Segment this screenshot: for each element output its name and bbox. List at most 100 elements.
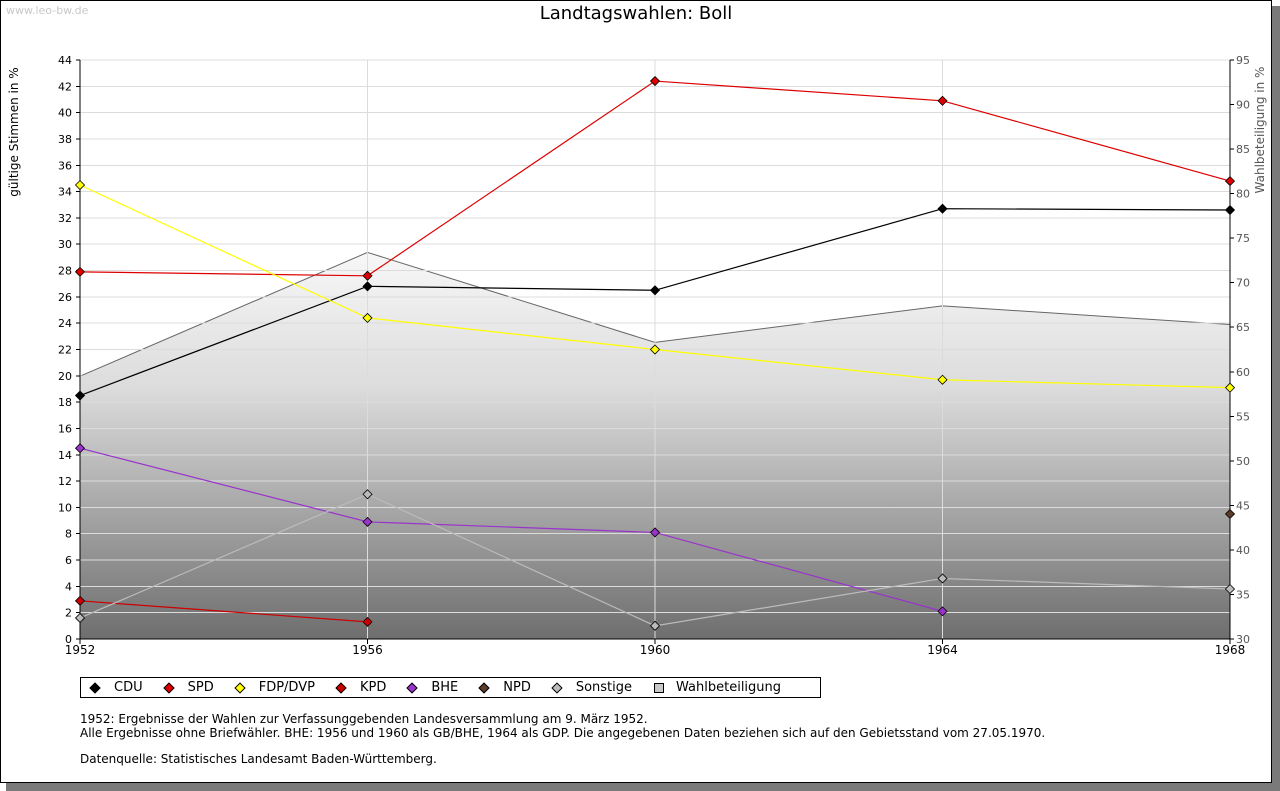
legend-item-npd: NPD	[478, 680, 531, 695]
legend: CDU SPD FDP/DVP KPD BHE NPD Sonstige Wah…	[80, 677, 821, 698]
y-tick-label-right: 90	[1236, 99, 1250, 112]
legend-marker-kpd	[335, 681, 347, 694]
y-tick-label-left: 20	[58, 370, 72, 383]
y-tick-label-right: 95	[1236, 54, 1250, 67]
point-sonstige	[1224, 583, 1236, 595]
y-tick-label-right: 70	[1236, 277, 1250, 290]
point-sonstige	[362, 489, 373, 500]
legend-marker-bhe	[406, 681, 418, 694]
chart-title: Landtagswahlen: Boll	[539, 3, 733, 24]
legend-item-spd: SPD	[162, 680, 214, 695]
y-tick-label-left: 28	[58, 265, 72, 278]
point-fdp-dvp	[74, 179, 86, 191]
point-sonstige	[649, 620, 661, 631]
y-tick-label-left: 4	[65, 580, 72, 593]
legend-item-wahlbeteiligung: Wahlbeteiligung	[654, 680, 781, 695]
y-tick-label-left: 34	[58, 186, 72, 199]
legend-label-bhe: BHE	[431, 680, 459, 695]
x-tick-label: 1960	[640, 643, 671, 657]
point-kpd	[74, 595, 86, 606]
y-tick-label-left: 10	[58, 501, 72, 514]
legend-item-bhe: BHE	[406, 680, 459, 695]
chart-plot: 0246810121416182022242628303234363840424…	[58, 54, 1250, 657]
series-line-bhe	[79, 447, 943, 612]
point-spd	[649, 75, 661, 87]
y-tick-label-right: 30	[1236, 633, 1250, 646]
y-tick-label-left: 38	[58, 133, 72, 146]
point-cdu	[1224, 204, 1236, 216]
legend-marker-wahlbeteiligung	[654, 682, 665, 693]
legend-item-cdu: CDU	[89, 680, 143, 695]
y-tick-label-right: 55	[1236, 410, 1250, 423]
y-tick-label-right: 50	[1236, 455, 1250, 468]
footnote-1952: 1952: Ergebnisse der Wahlen zur Verfassu…	[80, 712, 648, 726]
y-tick-label-left: 36	[58, 159, 72, 172]
legend-label-cdu: CDU	[114, 680, 143, 695]
y-tick-label-left: 14	[58, 449, 72, 462]
x-tick-label: 1956	[352, 643, 383, 657]
point-fdp-dvp	[937, 374, 948, 385]
y-tick-label-left: 24	[58, 317, 72, 330]
legend-marker-cdu	[89, 681, 101, 694]
point-fdp-dvp	[1224, 382, 1236, 393]
series-bhe	[74, 443, 948, 617]
legend-item-sonstige: Sonstige	[551, 680, 633, 695]
series-kpd	[74, 595, 373, 627]
y-tick-label-left: 32	[58, 212, 72, 225]
y-tick-label-left: 6	[65, 554, 72, 567]
series-npd	[1224, 508, 1236, 520]
x-tick-label: 1964	[927, 643, 958, 657]
series-sonstige	[74, 489, 1236, 631]
x-tick-label: 1968	[1215, 643, 1246, 657]
legend-marker-npd	[478, 681, 490, 694]
legend-label-wahlbeteiligung: Wahlbeteiligung	[676, 680, 782, 695]
frame-shadow-bottom	[6, 783, 1280, 791]
point-sonstige	[74, 612, 86, 624]
legend-item-kpd: KPD	[335, 680, 386, 695]
point-fdp-dvp	[362, 312, 373, 323]
point-npd	[1224, 508, 1236, 520]
x-tick-label: 1952	[65, 643, 96, 657]
point-bhe	[937, 606, 948, 617]
y-tick-label-left: 44	[58, 54, 72, 67]
y-tick-label-right: 40	[1236, 544, 1250, 557]
legend-item-fdp-dvp: FDP/DVP	[234, 680, 315, 695]
y-tick-label-right: 45	[1236, 499, 1250, 512]
y-tick-label-left: 18	[58, 396, 72, 409]
point-spd	[362, 270, 373, 281]
y-tick-label-left: 26	[58, 291, 72, 304]
footnotes: 1952: Ergebnisse der Wahlen zur Verfassu…	[80, 712, 1045, 740]
y-tick-label-left: 0	[65, 633, 72, 646]
y-tick-label-right: 85	[1236, 143, 1250, 156]
point-fdp-dvp	[649, 344, 661, 355]
point-spd	[937, 95, 948, 106]
series-spd	[74, 75, 1236, 281]
watermark: www.leo-bw.de	[6, 4, 89, 17]
footnote-general: Alle Ergebnisse ohne Briefwähler. BHE: 1…	[80, 726, 1046, 740]
y-tick-label-right: 65	[1236, 321, 1250, 334]
point-bhe	[74, 443, 86, 454]
point-cdu	[362, 281, 373, 292]
series-fdp-dvp	[74, 179, 1236, 393]
y-tick-label-left: 16	[58, 422, 72, 435]
point-bhe	[362, 516, 373, 527]
legend-label-sonstige: Sonstige	[575, 680, 633, 695]
point-cdu	[74, 390, 86, 401]
legend-marker-spd	[162, 681, 175, 694]
y-tick-label-left: 40	[58, 107, 72, 120]
series-line-kpd	[79, 600, 368, 623]
legend-label-npd: NPD	[503, 680, 531, 695]
y-tick-label-left: 8	[65, 528, 72, 541]
legend-label-spd: SPD	[187, 680, 214, 695]
legend-marker-fdp-dvp	[234, 681, 246, 694]
legend-marker-sonstige	[551, 681, 563, 694]
y-tick-label-left: 12	[58, 475, 72, 488]
point-cdu	[937, 203, 948, 214]
y-tick-label-right: 80	[1236, 188, 1250, 201]
point-cdu	[649, 285, 661, 296]
y-tick-label-left: 42	[58, 80, 72, 93]
legend-label-fdp-dvp: FDP/DVP	[258, 680, 315, 695]
point-kpd	[362, 616, 373, 627]
y-tick-label-left: 30	[58, 238, 72, 251]
point-spd	[74, 266, 86, 277]
